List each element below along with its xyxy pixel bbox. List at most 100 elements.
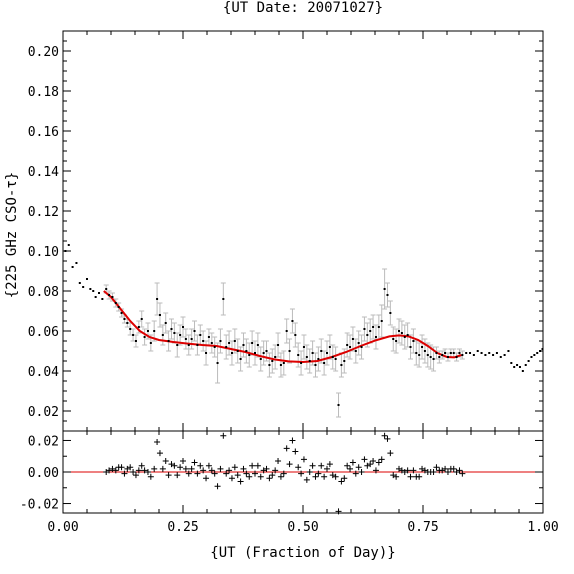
data-point bbox=[369, 330, 372, 332]
data-point bbox=[199, 334, 202, 336]
data-point bbox=[363, 328, 366, 330]
data-point bbox=[256, 344, 259, 346]
data-point bbox=[164, 322, 167, 324]
data-point bbox=[207, 336, 210, 338]
residual-point bbox=[275, 457, 282, 464]
data-point bbox=[331, 356, 334, 358]
y-tick-label: 0.10 bbox=[28, 245, 59, 260]
y-tick-label: 0.00 bbox=[28, 466, 59, 481]
residual-point bbox=[188, 465, 195, 472]
data-point bbox=[94, 296, 97, 298]
data-point bbox=[108, 294, 111, 296]
data-point bbox=[406, 334, 409, 336]
data-point bbox=[308, 360, 311, 362]
residual-point bbox=[109, 465, 116, 472]
x-tick-label: 0.75 bbox=[407, 520, 438, 535]
data-point bbox=[279, 364, 282, 366]
residual-point bbox=[335, 508, 342, 515]
data-point bbox=[137, 326, 140, 328]
data-point bbox=[380, 320, 383, 322]
data-point bbox=[213, 346, 216, 348]
residual-point bbox=[135, 467, 142, 474]
data-point bbox=[216, 362, 219, 364]
data-point bbox=[300, 362, 303, 364]
residual-point bbox=[355, 464, 362, 471]
data-point bbox=[230, 352, 233, 354]
data-point bbox=[499, 356, 502, 358]
residual-point bbox=[220, 432, 227, 439]
residual-point bbox=[260, 467, 267, 474]
data-point bbox=[132, 334, 135, 336]
data-point bbox=[105, 288, 108, 290]
data-point bbox=[170, 328, 173, 330]
residual-point bbox=[453, 469, 460, 475]
data-point bbox=[395, 340, 398, 342]
data-point bbox=[472, 354, 475, 356]
data-point bbox=[524, 364, 527, 366]
data-point bbox=[421, 346, 424, 348]
data-point bbox=[71, 266, 74, 268]
residual-point bbox=[332, 473, 339, 480]
residual-point bbox=[404, 467, 411, 474]
data-point bbox=[291, 320, 294, 322]
data-point bbox=[161, 334, 164, 336]
residual-point bbox=[347, 465, 354, 472]
data-point bbox=[187, 344, 190, 346]
residual-point bbox=[180, 457, 186, 464]
residual-point bbox=[112, 467, 119, 474]
residual-point bbox=[185, 470, 192, 477]
data-point bbox=[89, 288, 92, 290]
residual-panel: -0.02 0.00 0.02 bbox=[20, 430, 544, 515]
y-tick-label: 0.18 bbox=[28, 85, 59, 100]
data-point bbox=[415, 352, 418, 354]
residual-point bbox=[240, 465, 247, 472]
y-tick-label: 0.20 bbox=[28, 45, 59, 60]
chart-title: {UT Date: 20071027} bbox=[223, 0, 383, 16]
data-point bbox=[190, 338, 193, 340]
residual-point bbox=[283, 445, 290, 452]
data-point bbox=[259, 358, 262, 360]
residual-point bbox=[410, 467, 417, 474]
residual-point bbox=[364, 462, 371, 469]
residual-point bbox=[367, 461, 374, 468]
data-point bbox=[245, 350, 248, 352]
data-point bbox=[346, 344, 349, 346]
data-point bbox=[233, 340, 236, 342]
data-point bbox=[426, 354, 429, 356]
residual-ticks: -0.02 0.00 0.02 bbox=[20, 434, 543, 513]
data-point bbox=[254, 352, 256, 354]
data-point bbox=[78, 282, 81, 284]
data-point bbox=[340, 364, 343, 366]
data-point bbox=[140, 318, 143, 320]
data-point bbox=[222, 298, 225, 300]
residual-point bbox=[344, 462, 351, 469]
x-tick-label: 0.25 bbox=[167, 520, 198, 535]
data-point bbox=[389, 312, 392, 314]
residual-point bbox=[130, 469, 137, 475]
residual-point bbox=[292, 448, 299, 455]
data-point bbox=[533, 354, 536, 356]
residual-point bbox=[203, 475, 210, 482]
data-point bbox=[495, 352, 498, 354]
data-point bbox=[193, 330, 196, 332]
data-point bbox=[120, 312, 123, 314]
data-point bbox=[210, 342, 213, 344]
data-point bbox=[412, 340, 415, 342]
residual-point bbox=[349, 459, 356, 466]
data-point bbox=[530, 356, 533, 358]
y-tick-label: 0.06 bbox=[28, 325, 59, 340]
data-point bbox=[314, 364, 317, 366]
residual-point bbox=[214, 483, 221, 490]
data-point bbox=[129, 328, 132, 330]
residual-point bbox=[387, 450, 394, 457]
data-point bbox=[282, 362, 285, 364]
data-point bbox=[114, 302, 117, 304]
data-point bbox=[98, 292, 100, 294]
residual-point bbox=[442, 465, 449, 472]
data-point bbox=[111, 296, 114, 298]
residual-point bbox=[234, 472, 241, 479]
main-ticks: 0.02 0.04 0.06 0.08 0.10 0.12 0.14 0.16 0.18 0.20 bbox=[28, 40, 543, 422]
residual-point bbox=[419, 465, 426, 472]
residual-point bbox=[144, 469, 151, 475]
residual-point bbox=[171, 462, 178, 469]
